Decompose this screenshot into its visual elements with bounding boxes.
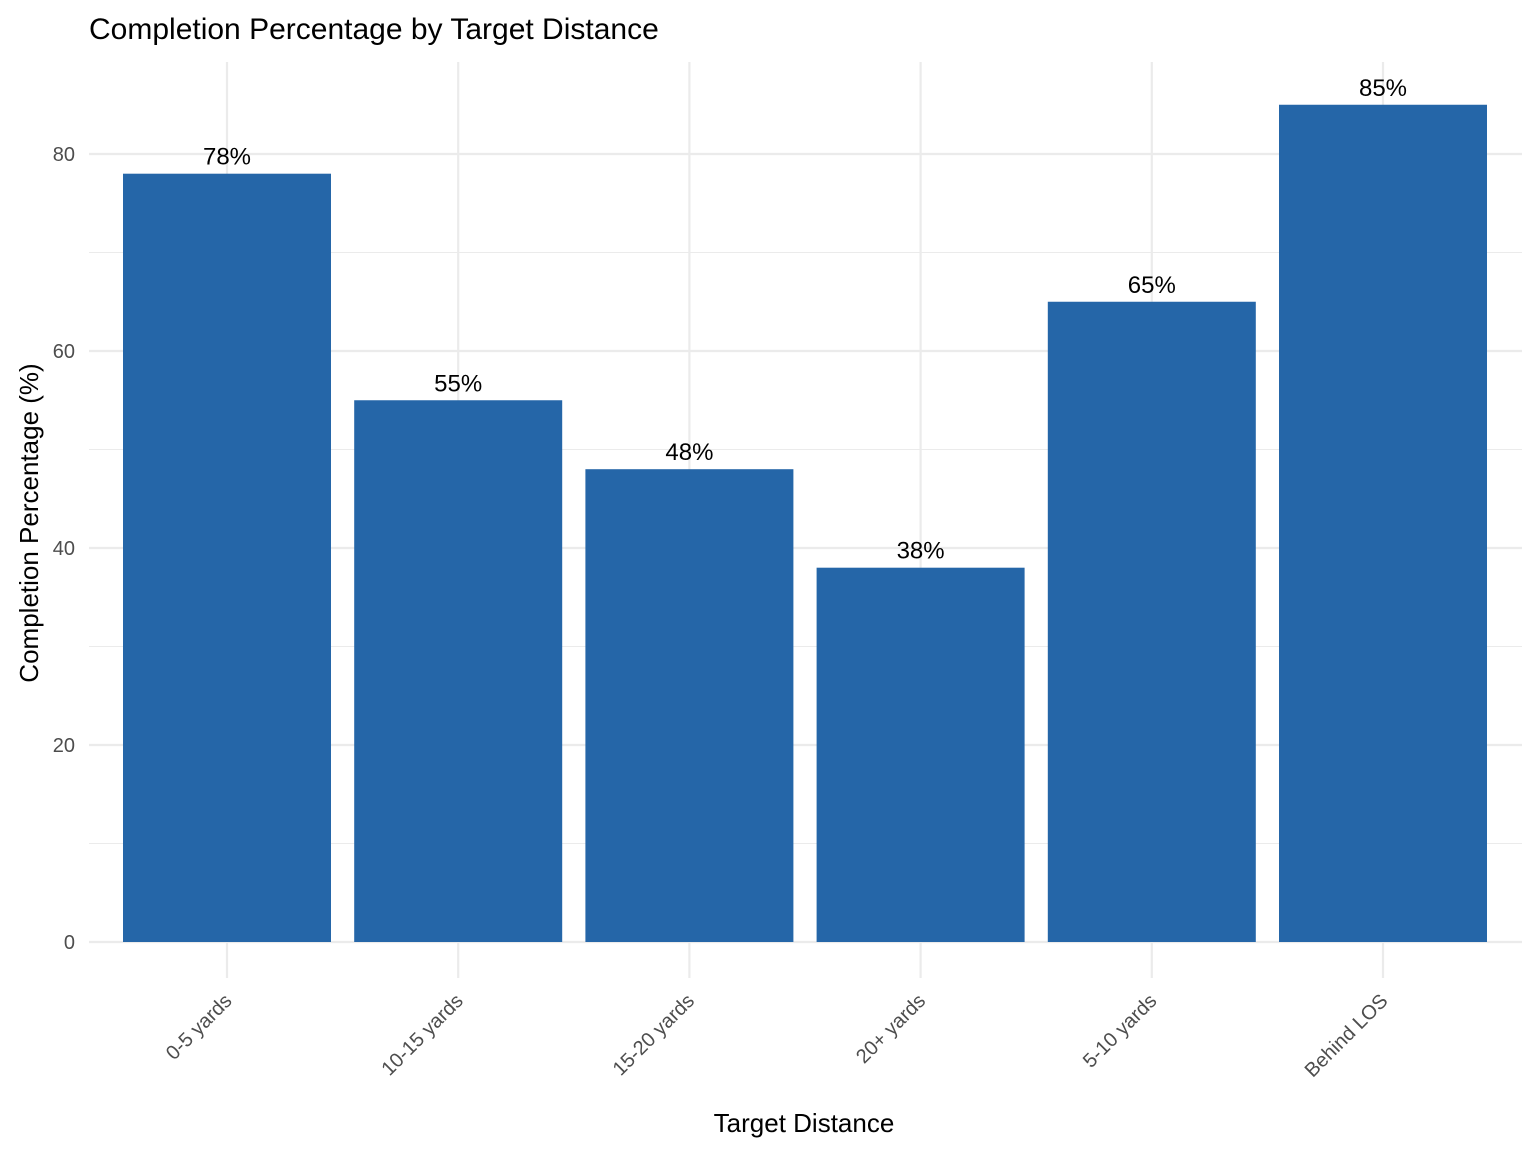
x-tick-label: 10-15 yards	[377, 990, 467, 1080]
bar-2	[354, 400, 563, 942]
data-label-4: 38%	[897, 538, 945, 565]
data-label-5: 65%	[1128, 272, 1176, 299]
bar-3	[585, 469, 794, 942]
data-label-2: 55%	[434, 370, 482, 397]
data-label-1: 78%	[203, 144, 251, 171]
x-tick-label: 15-20 yards	[609, 990, 699, 1080]
y-tick-label: 0	[64, 932, 75, 954]
bar-5	[1047, 301, 1256, 942]
bars	[123, 104, 1487, 942]
x-tick-label: 20+ yards	[852, 990, 930, 1068]
bar-6	[1279, 104, 1487, 942]
data-label-3: 48%	[665, 439, 713, 466]
bar-4	[816, 567, 1025, 942]
x-tick-label: 0-5 yards	[162, 990, 237, 1065]
y-axis-ticks: 0 20 40 60 80	[53, 144, 75, 954]
x-axis-ticks: 0-5 yards 10-15 yards 15-20 yards 20+ yards…	[162, 990, 1393, 1082]
x-axis-title: Target Distance	[714, 1108, 895, 1138]
y-tick-label: 60	[53, 341, 75, 363]
x-tick-label: 5-10 yards	[1079, 990, 1161, 1072]
y-tick-label: 40	[53, 538, 75, 560]
chart-title: Completion Percentage by Target Distance	[89, 13, 659, 46]
x-tick-label: Behind LOS	[1301, 990, 1393, 1082]
data-label-6: 85%	[1359, 75, 1407, 102]
bar-1	[123, 173, 331, 942]
y-tick-label: 80	[53, 144, 75, 166]
y-tick-label: 20	[53, 735, 75, 757]
y-axis-title: Completion Percentage (%)	[14, 363, 44, 682]
data-labels: 78% 55% 48% 38% 65% 85%	[203, 75, 1407, 565]
